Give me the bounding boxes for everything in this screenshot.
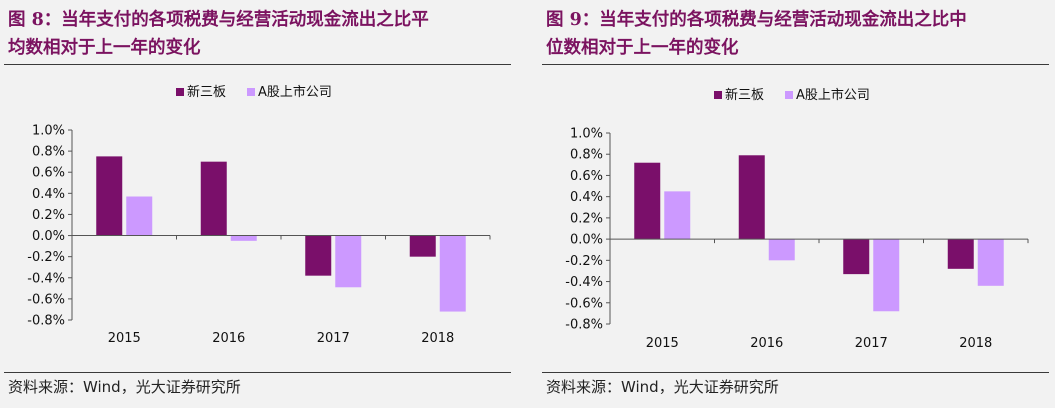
bar bbox=[409, 235, 436, 257]
legend-swatch bbox=[176, 88, 184, 96]
legend-label: 新三板 bbox=[725, 87, 764, 103]
legend-label: 新三板 bbox=[187, 84, 226, 100]
bar-chart: 新三板 A股上市公司 1.0% 0.8% 0.6% 0.4% 0.2% 0.0% -0.2% -0… bbox=[565, 87, 1029, 351]
source-note: 资料来源：Wind，光大证券研究所 bbox=[546, 378, 779, 396]
y-tick-label: -0.2% bbox=[27, 250, 65, 265]
y-tick-label: 0.4% bbox=[570, 190, 603, 205]
figure-9-panel: 图 9：当年支付的各项税费与经营活动现金流出之比中 位数相对于上一年的变化 新三… bbox=[538, 0, 1055, 408]
bar bbox=[664, 191, 691, 240]
bottom-rule bbox=[4, 372, 511, 373]
bottom-rule bbox=[542, 372, 1049, 373]
bar bbox=[126, 196, 153, 236]
x-tick-label: 2018 bbox=[421, 331, 454, 346]
legend-swatch bbox=[785, 91, 793, 99]
title-line-1: 图 9：当年支付的各项税费与经营活动现金流出之比中 bbox=[546, 10, 967, 30]
y-tick-label: 0.2% bbox=[570, 211, 603, 226]
bar bbox=[873, 239, 900, 312]
bar bbox=[977, 239, 1004, 286]
title-line-1: 图 8：当年支付的各项税费与经营活动现金流出之比平 bbox=[8, 10, 429, 30]
y-tick-label: 0.0% bbox=[570, 233, 603, 248]
x-tick-label: 2018 bbox=[959, 336, 992, 351]
bar-chart: 新三板 A股上市公司 1.0% 0.8% 0.6% 0.4% 0.2% 0.0% -0.2% -0… bbox=[27, 84, 491, 346]
y-tick-label: 0.4% bbox=[32, 187, 65, 202]
y-tick-label: 0.2% bbox=[32, 208, 65, 223]
y-tick-label: 1.0% bbox=[32, 124, 65, 139]
bar bbox=[200, 161, 227, 236]
top-rule bbox=[542, 64, 1049, 65]
x-tick-label: 2016 bbox=[212, 331, 245, 346]
y-tick-label: -0.4% bbox=[565, 275, 603, 290]
x-tick-label: 2016 bbox=[750, 336, 783, 351]
bar bbox=[439, 235, 466, 312]
bar bbox=[96, 156, 123, 236]
x-tick-label: 2015 bbox=[108, 331, 141, 346]
y-tick-label: 0.8% bbox=[570, 148, 603, 163]
y-tick-label: -0.2% bbox=[565, 254, 603, 269]
y-tick-label: 0.6% bbox=[32, 166, 65, 181]
figure-8-panel: 图 8：当年支付的各项税费与经营活动现金流出之比平 均数相对于上一年的变化 新三… bbox=[0, 0, 520, 408]
bar bbox=[738, 155, 765, 240]
bar bbox=[634, 162, 661, 240]
bar bbox=[768, 239, 795, 261]
bar bbox=[843, 239, 870, 275]
y-tick-label: 0.0% bbox=[32, 229, 65, 244]
y-tick-label: -0.6% bbox=[565, 296, 603, 311]
legend-label: A股上市公司 bbox=[258, 84, 332, 100]
x-tick-label: 2017 bbox=[317, 331, 350, 346]
source-note: 资料来源：Wind，光大证券研究所 bbox=[8, 378, 241, 396]
legend-label: A股上市公司 bbox=[796, 87, 870, 103]
top-rule bbox=[4, 64, 511, 65]
figure-title: 图 8：当年支付的各项税费与经营活动现金流出之比平 均数相对于上一年的变化 bbox=[8, 6, 513, 62]
y-tick-label: -0.6% bbox=[27, 292, 65, 307]
figure-title: 图 9：当年支付的各项税费与经营活动现金流出之比中 位数相对于上一年的变化 bbox=[546, 6, 1051, 62]
title-line-2: 均数相对于上一年的变化 bbox=[8, 38, 201, 58]
bar bbox=[305, 235, 332, 276]
bar bbox=[335, 235, 362, 288]
y-tick-label: 0.8% bbox=[32, 145, 65, 160]
y-tick-label: -0.8% bbox=[565, 318, 603, 333]
legend-swatch bbox=[247, 88, 255, 96]
x-tick-label: 2015 bbox=[646, 336, 679, 351]
y-tick-label: 0.6% bbox=[570, 169, 603, 184]
bar bbox=[230, 235, 257, 241]
x-tick-label: 2017 bbox=[855, 336, 888, 351]
y-tick-label: -0.8% bbox=[27, 314, 65, 329]
y-tick-label: -0.4% bbox=[27, 271, 65, 286]
y-tick-label: 1.0% bbox=[570, 127, 603, 142]
legend-swatch bbox=[714, 91, 722, 99]
bar bbox=[947, 239, 974, 269]
title-line-2: 位数相对于上一年的变化 bbox=[546, 38, 739, 58]
